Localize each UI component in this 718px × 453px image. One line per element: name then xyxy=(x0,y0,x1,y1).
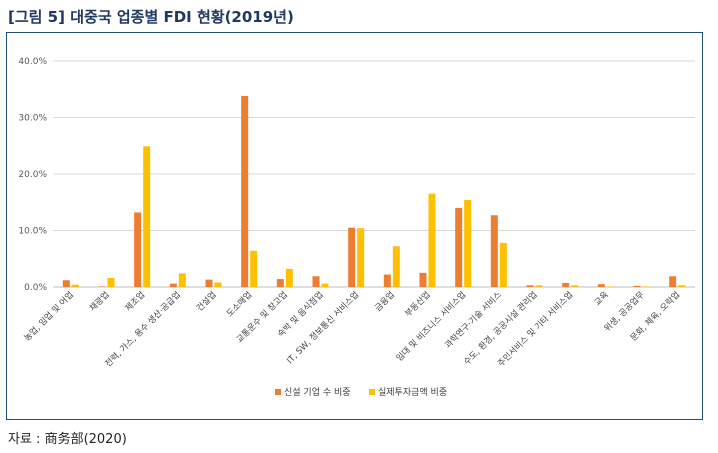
x-category-label: IT, SW, 정보통신 서비스업 xyxy=(285,289,362,366)
bar-new-firms xyxy=(169,283,177,287)
bar-new-firms xyxy=(205,279,213,287)
figure-number: [그림 5] xyxy=(8,8,65,26)
x-category-label: 농업, 임업 및 어업 xyxy=(22,289,76,343)
bar-new-firms xyxy=(98,286,106,287)
x-category-label: 금융업 xyxy=(373,290,397,314)
bar-investment xyxy=(285,268,293,287)
x-category-label: 부동산업 xyxy=(403,289,433,319)
x-category-label: 건설업 xyxy=(194,289,218,313)
bar-new-firms xyxy=(526,285,534,287)
bar-investment xyxy=(428,193,436,287)
bar-new-firms xyxy=(241,96,249,287)
bar-new-firms xyxy=(348,227,356,287)
bar-investment xyxy=(321,283,329,287)
bars xyxy=(62,96,686,287)
bar-investment xyxy=(71,284,79,287)
bar-new-firms xyxy=(312,276,320,287)
y-axis-ticks: 0.0% 10.0% 20.0% 30.0% 40.0% xyxy=(18,57,47,293)
bar-new-firms xyxy=(633,285,641,287)
bar-new-firms xyxy=(669,276,677,287)
x-category-label: 임대 및 비즈니스 서비스업 xyxy=(394,289,468,363)
gridlines xyxy=(53,60,695,288)
bar-new-firms xyxy=(383,274,391,287)
bar-investment xyxy=(464,199,472,287)
legend: 신설 기업 수 비중 실제투자금액 비중 xyxy=(275,386,447,398)
bar-investment xyxy=(535,285,543,287)
bar-investment xyxy=(107,277,115,287)
legend-label: 실제투자금액 비중 xyxy=(378,386,447,398)
bar-investment xyxy=(642,286,650,287)
x-category-label: 도소매업 xyxy=(225,290,254,319)
bar-new-firms xyxy=(597,284,605,287)
bar-investment xyxy=(357,228,365,287)
bar-investment xyxy=(143,146,151,287)
bar-new-firms xyxy=(419,272,427,287)
x-category-label: 수도, 환경, 공공시설 관리업 xyxy=(461,289,539,367)
bar-investment xyxy=(178,273,186,287)
bar-new-firms xyxy=(276,279,284,287)
bar-chart: 0.0% 10.0% 20.0% 30.0% 40.0% 농업, 임업 및 어업 채광업 제… xyxy=(18,57,695,398)
bar-new-firms xyxy=(562,283,570,287)
bar-investment xyxy=(250,250,258,287)
bar-new-firms xyxy=(455,207,463,287)
bar-new-firms xyxy=(62,280,70,287)
bar-investment xyxy=(606,286,614,287)
y-tick-label: 0.0% xyxy=(24,283,47,293)
legend-swatch xyxy=(369,389,375,395)
y-tick-label: 10.0% xyxy=(18,227,47,237)
bar-investment xyxy=(571,285,579,287)
figure-title: [그림 5] 대중국 업종별 FDI 현황(2019년) xyxy=(8,6,294,27)
chart-container: 0.0% 10.0% 20.0% 30.0% 40.0% 농업, 임업 및 어업 채광업 제… xyxy=(6,32,703,420)
x-category-label: 교육 xyxy=(593,290,611,308)
legend-swatch xyxy=(275,389,281,395)
y-tick-label: 40.0% xyxy=(18,57,47,67)
x-category-label: 채광업 xyxy=(87,289,111,313)
bar-investment xyxy=(214,282,222,287)
y-tick-label: 20.0% xyxy=(18,170,47,180)
x-category-label: 제조업 xyxy=(124,290,148,314)
bar-investment xyxy=(678,285,686,287)
figure-title-text: 대중국 업종별 FDI 현황(2019년) xyxy=(70,8,294,26)
bar-new-firms xyxy=(490,215,498,287)
bar-investment xyxy=(392,246,400,287)
bar-investment xyxy=(499,242,507,287)
legend-label: 신설 기업 수 비중 xyxy=(284,387,351,398)
source-note: 자료 : 商务部(2020) xyxy=(8,432,127,447)
y-tick-label: 30.0% xyxy=(18,114,47,124)
bar-new-firms xyxy=(134,212,142,287)
